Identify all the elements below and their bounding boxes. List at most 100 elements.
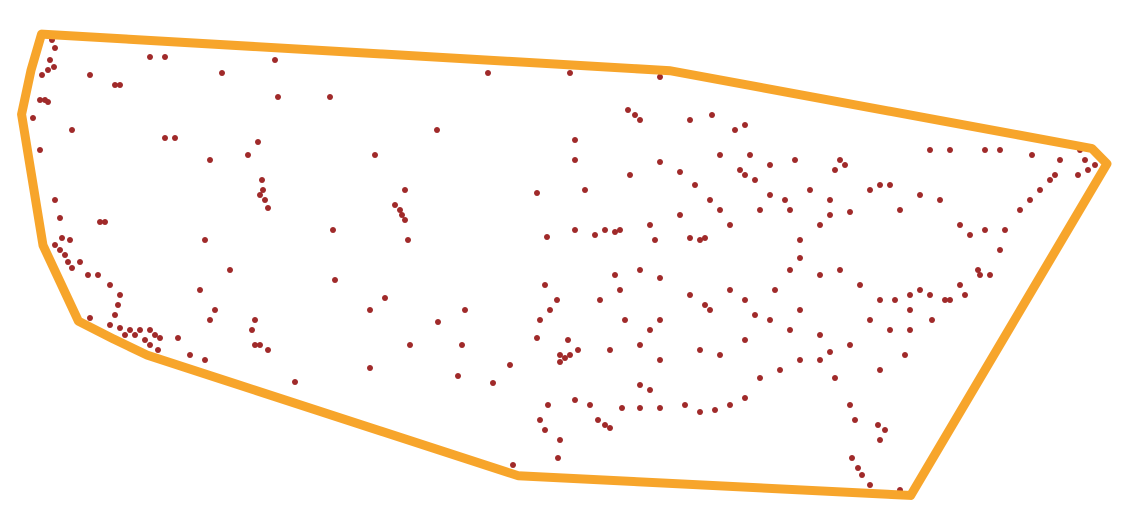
point: [187, 352, 193, 358]
point: [637, 405, 643, 411]
point: [697, 237, 703, 243]
point: [997, 247, 1003, 253]
point: [757, 207, 763, 213]
point: [202, 357, 208, 363]
point: [147, 327, 153, 333]
point: [742, 172, 748, 178]
point: [975, 267, 981, 273]
point: [260, 187, 266, 193]
point: [327, 94, 333, 100]
point: [490, 380, 496, 386]
point: [562, 355, 568, 361]
point: [1002, 227, 1008, 233]
point: [917, 287, 923, 293]
point: [682, 402, 688, 408]
point: [707, 197, 713, 203]
point: [617, 287, 623, 293]
point: [617, 227, 623, 233]
point: [702, 235, 708, 241]
point: [877, 367, 883, 373]
point: [382, 295, 388, 301]
point: [987, 272, 993, 278]
point: [405, 237, 411, 243]
point: [59, 235, 65, 241]
point: [557, 352, 563, 358]
point: [554, 297, 560, 303]
point: [607, 425, 613, 431]
point: [582, 187, 588, 193]
point: [197, 287, 203, 293]
point: [147, 54, 153, 60]
point: [757, 375, 763, 381]
point: [107, 282, 113, 288]
point: [592, 232, 598, 238]
point: [797, 307, 803, 313]
point: [817, 222, 823, 228]
point: [595, 417, 601, 423]
point: [45, 67, 51, 73]
point: [772, 287, 778, 293]
point: [542, 427, 548, 433]
point: [112, 82, 118, 88]
point: [87, 315, 93, 321]
point: [219, 70, 225, 76]
point: [842, 162, 848, 168]
point: [887, 327, 893, 333]
point: [262, 197, 268, 203]
point: [172, 135, 178, 141]
point: [742, 395, 748, 401]
point: [962, 292, 968, 298]
point: [1017, 207, 1023, 213]
point: [142, 337, 148, 343]
point: [827, 349, 833, 355]
point: [537, 317, 543, 323]
point: [742, 337, 748, 343]
point: [97, 219, 103, 225]
point: [787, 327, 793, 333]
point: [907, 327, 913, 333]
point: [767, 162, 773, 168]
point: [929, 317, 935, 323]
point: [622, 317, 628, 323]
point: [52, 45, 58, 51]
point: [367, 307, 373, 313]
point: [852, 417, 858, 423]
convex-hull: [17, 29, 1112, 500]
point: [947, 147, 953, 153]
point: [245, 152, 251, 158]
point: [727, 287, 733, 293]
point: [692, 182, 698, 188]
point: [607, 347, 613, 353]
point: [857, 282, 863, 288]
point: [330, 227, 336, 233]
point: [557, 359, 563, 365]
point: [37, 147, 43, 153]
point: [967, 232, 973, 238]
point: [259, 177, 265, 183]
point: [95, 272, 101, 278]
point: [507, 362, 513, 368]
point: [175, 335, 181, 341]
point: [62, 252, 68, 258]
point: [544, 234, 550, 240]
point: [292, 379, 298, 385]
point: [257, 342, 263, 348]
point: [867, 482, 873, 488]
point: [162, 54, 168, 60]
point: [462, 307, 468, 313]
point: [555, 455, 561, 461]
point: [372, 152, 378, 158]
point: [542, 282, 548, 288]
point: [399, 212, 405, 218]
point: [37, 97, 43, 103]
point: [957, 282, 963, 288]
point: [85, 272, 91, 278]
point: [877, 437, 883, 443]
point: [817, 332, 823, 338]
point: [637, 342, 643, 348]
point: [435, 319, 441, 325]
point: [902, 352, 908, 358]
point: [982, 147, 988, 153]
point: [767, 317, 773, 323]
